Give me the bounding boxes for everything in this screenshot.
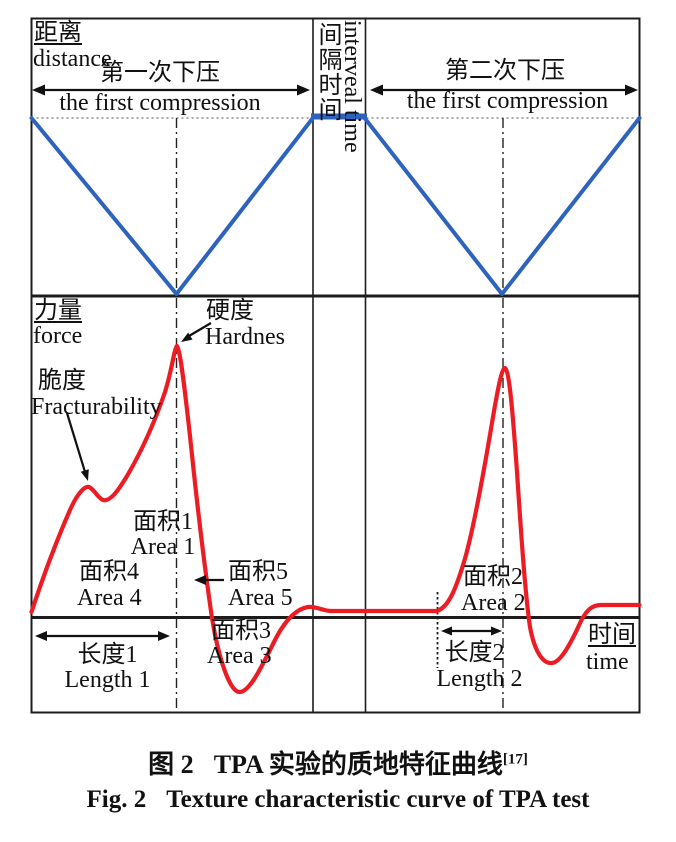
- interval-time-label-en: interveal time: [339, 20, 365, 153]
- area2-label-zh: 面积2: [463, 564, 523, 590]
- tpa-curve-plot: [29, 17, 642, 714]
- plot-border: [30, 17, 641, 714]
- caption-en-title: Texture characteristic curve of TPA test: [166, 786, 590, 813]
- fracturability-pointer-arrow: [65, 412, 89, 481]
- first-compression-span-arrow: [32, 84, 310, 96]
- caption-zh-number: 图 2: [148, 750, 194, 779]
- caption-zh-title: TPA 实验的质地特征曲线: [213, 750, 503, 779]
- fracturability-label-en: Fracturability: [31, 394, 162, 420]
- area2-label-en: Area 2: [461, 590, 526, 616]
- length1-label-en: Length 1: [64, 667, 151, 693]
- hardness-label-en: Hardnes: [205, 324, 285, 350]
- time-axis-label-zh: 时间: [588, 622, 636, 648]
- area3-label-zh: 面积3: [211, 618, 271, 644]
- figure-caption-en: Fig. 2 Texture characteristic curve of TP…: [0, 786, 676, 814]
- area4-label-en: Area 4: [77, 585, 142, 611]
- distance-axis-label-zh: 距离: [34, 20, 82, 46]
- interval-time-label-zh: 间隔时间: [313, 22, 340, 122]
- second-compression-span-arrow: [370, 84, 638, 96]
- force-axis-label-zh: 力量: [34, 298, 82, 324]
- distance-axis-label-en: distance: [33, 46, 112, 72]
- second-compression-label-en: the first compression: [406, 88, 609, 114]
- fracturability-label-zh: 脆度: [38, 368, 86, 394]
- second-compression-label-zh: 第二次下压: [445, 58, 565, 84]
- length1-label-zh: 长度1: [77, 642, 138, 668]
- force-curve: [29, 343, 642, 695]
- length1-span-arrow: [35, 631, 170, 641]
- first-compression-label-en: the first compression: [59, 90, 261, 116]
- annotation-arrows: [32, 84, 638, 641]
- area1-label-zh: 面积1: [133, 509, 193, 535]
- area1-label-en: Area 1: [130, 534, 196, 560]
- force-axis-label-en: force: [33, 323, 83, 349]
- figure-caption-zh: 图 2 TPA 实验的质地特征曲线[17]: [0, 744, 676, 781]
- area4-label-zh: 面积4: [79, 559, 139, 585]
- hardness-pointer-arrow: [181, 322, 212, 342]
- time-axis-label-en: time: [586, 649, 629, 675]
- distance-curve-first-v: [29, 116, 315, 296]
- hardness-label-zh: 硬度: [206, 298, 254, 324]
- area3-label-en: Area 3: [207, 643, 272, 669]
- area5-pointer-arrow: [194, 575, 224, 585]
- length2-label-zh: 长度2: [444, 640, 505, 666]
- caption-reference-superscript: [17]: [502, 751, 528, 768]
- distance-curve-second-v: [363, 116, 642, 296]
- area5-label-zh: 面积5: [228, 559, 288, 585]
- length2-span-arrow: [441, 626, 502, 636]
- area5-label-en: Area 5: [228, 585, 293, 611]
- caption-en-number: Fig. 2: [86, 786, 147, 813]
- first-compression-label-zh: 第一次下压: [100, 60, 220, 86]
- length2-label-en: Length 2: [436, 666, 523, 692]
